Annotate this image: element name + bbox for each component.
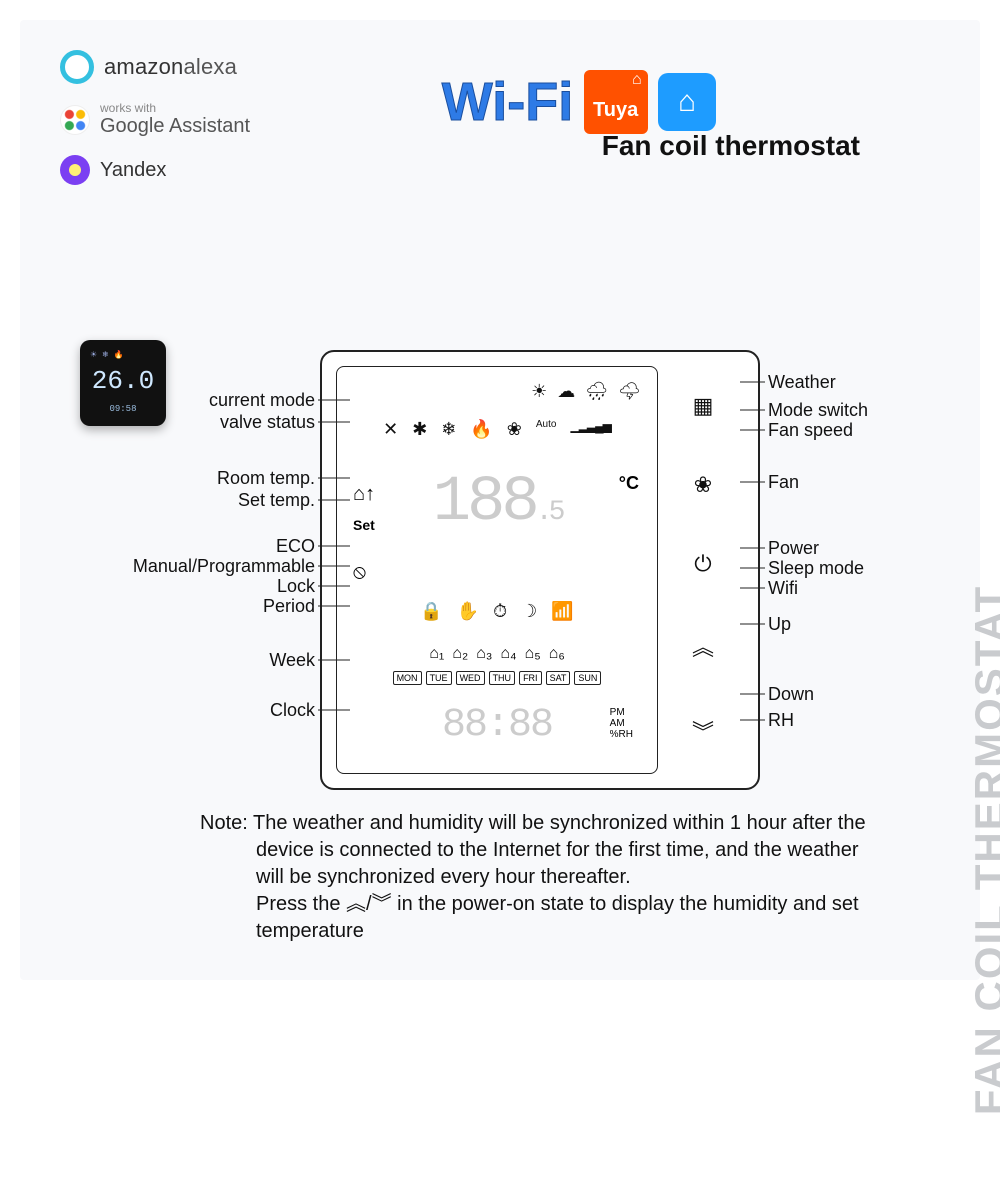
google-assistant-label: works with Google Assistant xyxy=(100,102,250,137)
thumb-clock: 09:58 xyxy=(90,404,156,414)
thumb-temp: 26.0 xyxy=(90,366,156,396)
ampm-rh-labels: PM AM %RH xyxy=(610,707,633,740)
note-arrows-icon: ︽/︾ xyxy=(346,893,392,915)
down-button-icon: ︾ xyxy=(692,715,714,747)
note-block: Note: The weather and humidity will be s… xyxy=(200,810,900,945)
button-column: ▦ ❀ ⏻ ︽ ︾ xyxy=(662,366,744,774)
period-row: ⌂₁ ⌂₂ ⌂₃ ⌂₄ ⌂₅ ⌂₆ xyxy=(337,645,657,663)
note-line5: temperature xyxy=(256,918,900,945)
yandex-label: Yandex xyxy=(100,159,166,182)
product-thumbnail: ☀ ❄ 🔥 26.0 09:58 xyxy=(80,340,166,426)
storm-icon: 🌩 xyxy=(618,381,641,402)
callout-current-mode: current mode xyxy=(209,390,315,411)
callout-clock: Clock xyxy=(270,700,315,721)
weekday-mon: MON xyxy=(393,671,422,685)
deg-c-label: °C xyxy=(619,473,639,494)
heat-icon: 🔥 xyxy=(470,419,492,440)
callout-down: Down xyxy=(768,684,814,705)
weekday-tue: TUE xyxy=(426,671,452,685)
auto-label: Auto xyxy=(536,419,557,430)
callout-week: Week xyxy=(269,650,315,671)
alexa-label: amazonalexa xyxy=(104,54,237,80)
alexa-icon xyxy=(60,50,94,84)
period-1-icon: ⌂₁ xyxy=(429,645,444,663)
subtitle: Fan coil thermostat xyxy=(602,130,860,162)
fan-button-icon: ❀ xyxy=(694,472,712,498)
weekday-thu: THU xyxy=(489,671,516,685)
google-assistant-icon xyxy=(60,105,90,135)
callout-period: Period xyxy=(263,596,315,617)
callout-room-temp-: Room temp. xyxy=(217,468,315,489)
google-row: works with Google Assistant xyxy=(60,102,250,137)
yandex-row: Yandex xyxy=(60,155,250,185)
callout-weather: Weather xyxy=(768,372,836,393)
fan-icon: ✱ xyxy=(412,419,427,440)
callout-valve-status: valve status xyxy=(220,412,315,433)
callout-eco: ECO xyxy=(276,536,315,557)
callout-wifi: Wifi xyxy=(768,578,798,599)
mode-row: ✕ ✱ ❄ 🔥 ❀ Auto ▁▂▃▄▅ xyxy=(337,419,657,440)
period-5-icon: ⌂₅ xyxy=(525,645,541,663)
callout-fan: Fan xyxy=(768,472,799,493)
clock-icon: ⏱ xyxy=(493,601,507,622)
thermostat-diagram: ☀ ☁ 🌧 🌩 ✕ ✱ ❄ 🔥 ❀ Auto ▁▂▃▄▅ 188.5 °C ⌂↑… xyxy=(320,350,760,790)
callout-fan-speed: Fan speed xyxy=(768,420,853,441)
week-row: MON TUE WED THU FRI SAT SUN xyxy=(337,671,657,685)
sun-icon: ☀ xyxy=(531,381,547,402)
temperature-display: 188.5 xyxy=(337,467,657,539)
note-prefix: Note: xyxy=(200,812,248,834)
weekday-sun: SUN xyxy=(574,671,601,685)
weekday-sat: SAT xyxy=(546,671,571,685)
note-line1: The weather and humidity will be synchro… xyxy=(253,812,866,834)
period-6-icon: ⌂₆ xyxy=(549,645,565,663)
period-3-icon: ⌂₃ xyxy=(476,645,492,663)
sleep-icon: ☽ xyxy=(521,601,537,622)
note-line2: device is connected to the Internet for … xyxy=(256,837,900,864)
callout-lock: Lock xyxy=(277,576,315,597)
cool-icon: ❄ xyxy=(441,419,456,440)
set-label: Set xyxy=(353,517,375,533)
yandex-icon xyxy=(60,155,90,185)
callout-mode-switch: Mode switch xyxy=(768,400,868,421)
fanspeed-bars-icon: ▁▂▃▄▅ xyxy=(570,419,610,440)
callout-set-temp-: Set temp. xyxy=(238,490,315,511)
callout-manual-programmable: Manual/Programmable xyxy=(133,556,315,577)
weekday-fri: FRI xyxy=(519,671,542,685)
cloud-icon: ☁ xyxy=(557,381,575,402)
power-button-icon: ⏻ xyxy=(694,551,711,577)
period-4-icon: ⌂₄ xyxy=(500,645,516,663)
note-line4b: in the power-on state to display the hum… xyxy=(397,893,858,915)
callout-up: Up xyxy=(768,614,791,635)
up-button-icon: ︽ xyxy=(692,630,714,662)
rain-icon: 🌧 xyxy=(585,381,608,402)
manual-icon: ✋ xyxy=(457,601,479,622)
title-block: Wi-Fi Tuya ⌂ Fan coil thermostat xyxy=(442,70,860,162)
callout-sleep-mode: Sleep mode xyxy=(768,558,864,579)
wifi-title: Wi-Fi xyxy=(442,71,573,133)
watermark-text: FAN COIL THERMOSTAT xyxy=(966,500,1000,1200)
valve-icon: ✕ xyxy=(383,419,398,440)
voice-assistant-logos: amazonalexa works with Google Assistant … xyxy=(60,50,250,203)
status-row: 🔒 ✋ ⏱ ☽ 📶 xyxy=(337,601,657,622)
note-line4a: Press the xyxy=(256,893,346,915)
mode-switch-icon: ▦ xyxy=(693,393,714,419)
period-2-icon: ⌂₂ xyxy=(452,645,468,663)
smartlife-badge-icon: ⌂ xyxy=(658,73,716,131)
weather-row: ☀ ☁ 🌧 🌩 xyxy=(337,381,657,402)
note-line3: will be synchronized every hour thereaft… xyxy=(256,864,900,891)
alexa-row: amazonalexa xyxy=(60,50,250,84)
eco-icon: ⦸ xyxy=(353,561,366,584)
room-temp-icon: ⌂↑ xyxy=(353,483,375,506)
vent-icon: ❀ xyxy=(507,419,522,440)
wifi-icon: 📶 xyxy=(551,601,573,622)
callout-rh: RH xyxy=(768,710,794,731)
lcd-frame: ☀ ☁ 🌧 🌩 ✕ ✱ ❄ 🔥 ❀ Auto ▁▂▃▄▅ 188.5 °C ⌂↑… xyxy=(336,366,658,774)
weekday-wed: WED xyxy=(456,671,485,685)
tuya-badge-icon: Tuya xyxy=(584,70,648,134)
callout-power: Power xyxy=(768,538,819,559)
lock-icon: 🔒 xyxy=(420,601,442,622)
canvas: amazonalexa works with Google Assistant … xyxy=(20,20,980,980)
